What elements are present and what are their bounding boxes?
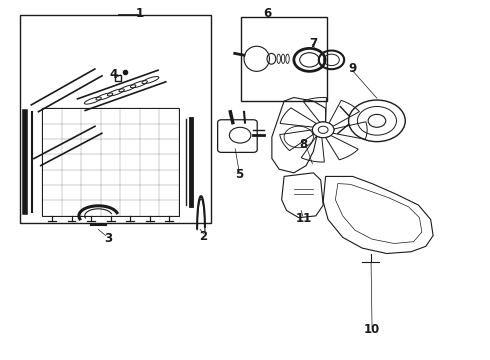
Text: 6: 6 [263,8,271,21]
Text: 5: 5 [235,168,243,181]
Bar [241,17,327,101]
Text: 7: 7 [309,37,318,50]
Text: 3: 3 [104,231,112,244]
Text: 4: 4 [109,68,117,81]
Text: 10: 10 [364,323,380,336]
Text: 8: 8 [299,138,308,151]
Text: 9: 9 [348,62,357,75]
Bar [20,15,211,223]
Text: 2: 2 [199,230,208,243]
Circle shape [313,122,334,138]
Text: 11: 11 [295,212,312,225]
Text: 1: 1 [136,8,144,21]
